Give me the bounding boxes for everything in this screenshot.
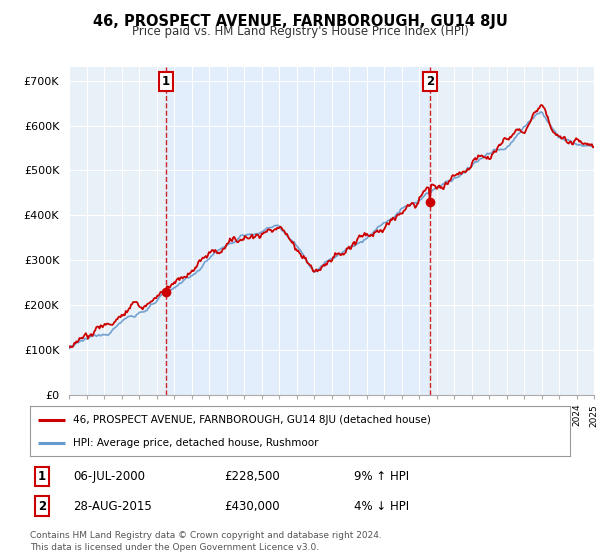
- Text: 1: 1: [38, 470, 46, 483]
- Text: 06-JUL-2000: 06-JUL-2000: [73, 470, 145, 483]
- Text: HPI: Average price, detached house, Rushmoor: HPI: Average price, detached house, Rush…: [73, 438, 319, 448]
- Bar: [166, 67, 430, 395]
- Text: Price paid vs. HM Land Registry's House Price Index (HPI): Price paid vs. HM Land Registry's House …: [131, 25, 469, 38]
- Text: 2: 2: [427, 76, 434, 88]
- Text: £430,000: £430,000: [224, 500, 280, 513]
- Text: 46, PROSPECT AVENUE, FARNBOROUGH, GU14 8JU: 46, PROSPECT AVENUE, FARNBOROUGH, GU14 8…: [92, 14, 508, 29]
- Text: Contains HM Land Registry data © Crown copyright and database right 2024.
This d: Contains HM Land Registry data © Crown c…: [30, 531, 382, 552]
- Text: 1: 1: [161, 76, 170, 88]
- Text: 2: 2: [38, 500, 46, 513]
- Text: £228,500: £228,500: [224, 470, 280, 483]
- Text: 28-AUG-2015: 28-AUG-2015: [73, 500, 152, 513]
- Text: 46, PROSPECT AVENUE, FARNBOROUGH, GU14 8JU (detached house): 46, PROSPECT AVENUE, FARNBOROUGH, GU14 8…: [73, 414, 431, 424]
- Text: 9% ↑ HPI: 9% ↑ HPI: [354, 470, 409, 483]
- Text: 4% ↓ HPI: 4% ↓ HPI: [354, 500, 409, 513]
